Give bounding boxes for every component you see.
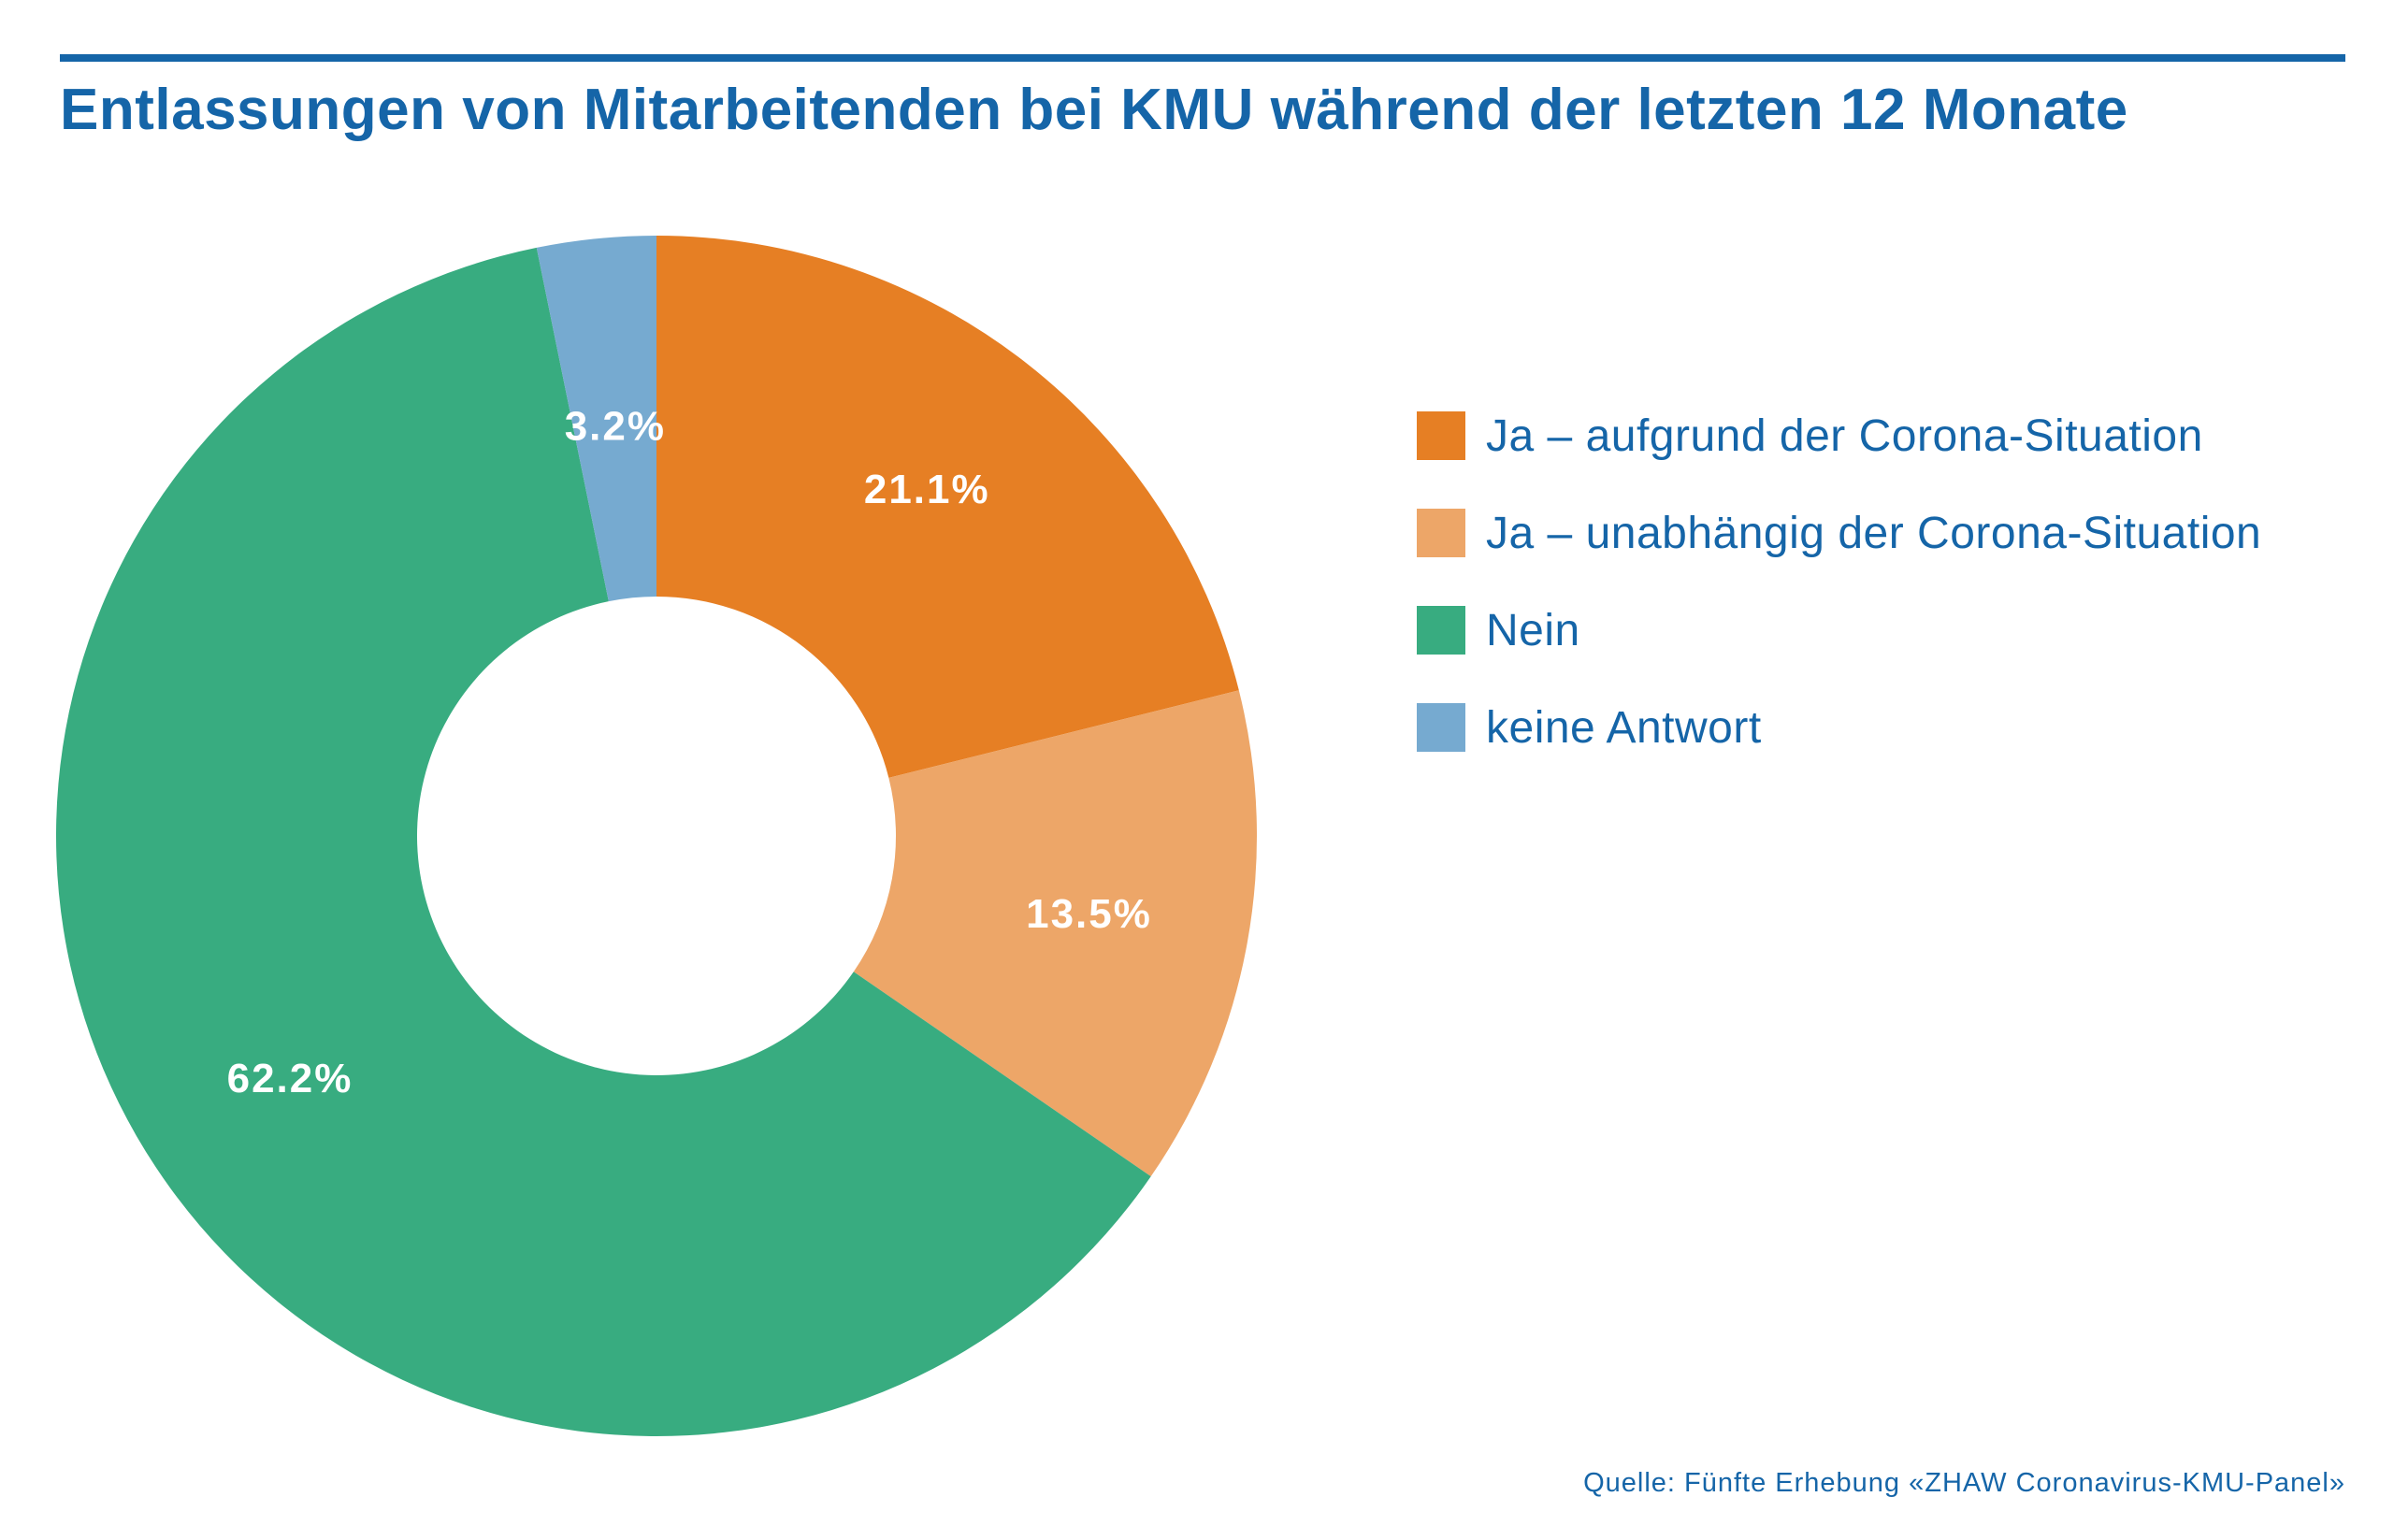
slice-keine-antwort (536, 236, 656, 602)
slice-nein-label: 62.2% (227, 1056, 353, 1101)
legend-label: Ja – aufgrund der Corona-Situation (1486, 410, 2203, 461)
donut-slices (55, 236, 1257, 1437)
legend-swatch (1417, 703, 1465, 752)
chart-legend: Ja – aufgrund der Corona-Situation Ja – … (1417, 411, 2261, 800)
slice-ja-unabhaengig (853, 690, 1257, 1177)
title-rule (60, 54, 2345, 62)
legend-item-ja-unabhaengig: Ja – unabhängig der Corona-Situation (1417, 508, 2262, 558)
chart-title: Entlassungen von Mitarbeitenden bei KMU … (60, 78, 2128, 142)
legend-swatch (1417, 411, 1465, 460)
legend-swatch (1417, 509, 1465, 557)
legend-label: Nein (1486, 605, 1580, 655)
legend-label: Ja – unabhängig der Corona-Situation (1486, 508, 2262, 558)
slice-keine-antwort-label: 3.2% (565, 404, 666, 450)
donut-slice-labels: 21.1% 13.5% 62.2% 3.2% (227, 404, 1152, 1101)
legend-label: keine Antwort (1486, 702, 1762, 753)
slice-nein (55, 247, 1151, 1437)
legend-swatch (1417, 606, 1465, 655)
source-note: Quelle: Fünfte Erhebung «ZHAW Coronaviru… (1583, 1468, 2345, 1498)
slice-ja-corona (656, 236, 1239, 778)
slice-ja-unabhaengig-label: 13.5% (1026, 891, 1152, 937)
slice-ja-corona-label: 21.1% (864, 467, 990, 512)
legend-item-keine-antwort: keine Antwort (1417, 702, 2261, 753)
legend-item-ja-corona: Ja – aufgrund der Corona-Situation (1417, 410, 2261, 461)
legend-item-nein: Nein (1417, 606, 2261, 655)
